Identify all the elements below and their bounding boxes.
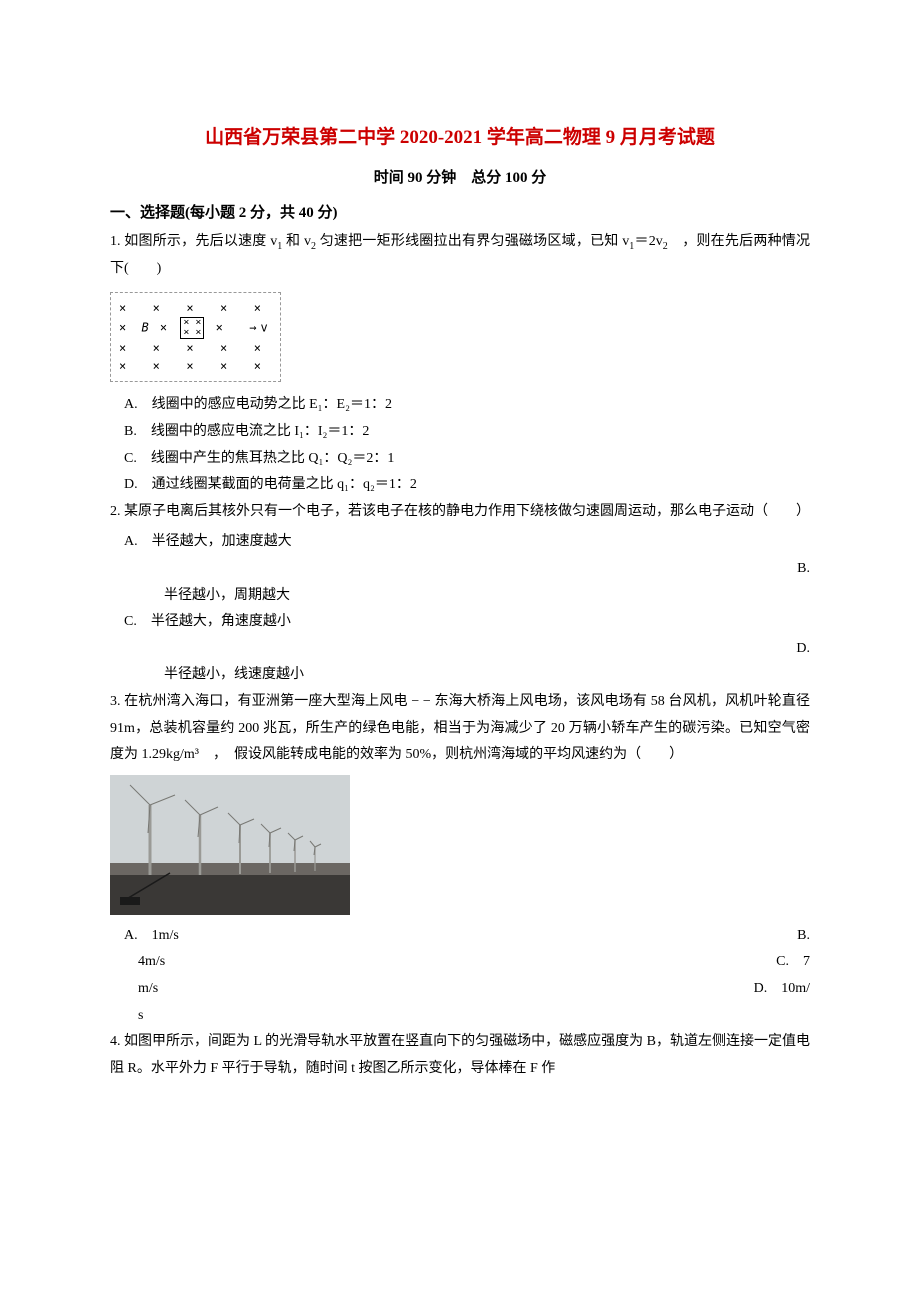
- q3-options: A. 1m/s B. 4m/s C. 7 m/s D. 10m/ s: [124, 923, 810, 1029]
- exam-page: 山西省万荣县第二中学 2020-2021 学年高二物理 9 月月考试题 时间 9…: [0, 0, 920, 1146]
- doc-title: 山西省万荣县第二中学 2020-2021 学年高二物理 9 月月考试题: [110, 120, 810, 156]
- q2-option-c: C. 半径越大，角速度越小: [124, 609, 810, 636]
- q3-option-b-left: 4m/s: [138, 949, 165, 976]
- q1-option-c: C. 线圈中产生的焦耳热之比 Q₁：Q₂＝2：1: [124, 446, 810, 473]
- question-1: 1. 如图所示，先后以速度 v1 和 v2 匀速把一矩形线圈拉出有界匀强磁场区域…: [110, 229, 810, 282]
- q3-option-d-left: s: [138, 1003, 810, 1030]
- q2-options: A. 半径越大，加速度越大 B. 半径越小，周期越大 C. 半径越大，角速度越小…: [124, 529, 810, 689]
- q1-option-a: A. 线圈中的感应电动势之比 E₁：E₂＝1：2: [124, 392, 810, 419]
- question-3: 3. 在杭州湾入海口，有亚洲第一座大型海上风电 − − 东海大桥海上风电场，该风…: [110, 689, 810, 769]
- doc-subtitle: 时间 90 分钟 总分 100 分: [110, 164, 810, 193]
- figure-3-wind-turbines: [110, 775, 350, 915]
- q2-option-b-text: 半径越小，周期越大: [164, 583, 810, 610]
- q3-option-b-right: C. 7: [776, 949, 810, 976]
- q3-option-c-left: m/s: [138, 976, 158, 1003]
- q1-option-b: B. 线圈中的感应电流之比 I₁：I₂＝1：2: [124, 419, 810, 446]
- q3-option-a-left: A. 1m/s: [124, 923, 179, 950]
- q3-option-c-right: D. 10m/: [754, 976, 810, 1003]
- q2-option-d-label: D.: [796, 636, 810, 663]
- q2-option-a: A. 半径越大，加速度越大: [124, 529, 810, 556]
- question-2: 2. 某原子电离后其核外只有一个电子，若该电子在核的静电力作用下绕核做匀速圆周运…: [110, 499, 810, 526]
- q1-option-d: D. 通过线圈某截面的电荷量之比 q₁：q₂＝1：2: [124, 472, 810, 499]
- q1-stem-part-c: 匀速把一矩形线圈拉出有界匀强磁场区域，已知 v: [316, 234, 629, 249]
- q1-options: A. 线圈中的感应电动势之比 E₁：E₂＝1：2 B. 线圈中的感应电流之比 I…: [124, 392, 810, 498]
- figure-1-B-label: B: [141, 321, 148, 335]
- q2-option-d-text: 半径越小，线速度越小: [164, 662, 810, 689]
- section-1-heading: 一、选择题(每小题 2 分，共 40 分): [110, 199, 810, 228]
- q3-option-a-right: B.: [797, 923, 810, 950]
- doc-title-text: 山西省万荣县第二中学 2020-2021 学年高二物理 9 月月考试题: [205, 127, 715, 148]
- q1-stem-part-a: 1. 如图所示，先后以速度 v: [110, 234, 277, 249]
- q2-option-b-label: B.: [797, 556, 810, 583]
- question-4: 4. 如图甲所示，间距为 L 的光滑导轨水平放置在竖直向下的匀强磁场中，磁感应强…: [110, 1029, 810, 1082]
- q1-stem-part-d: ＝2v: [634, 234, 662, 249]
- q1-stem-part-b: 和 v: [282, 234, 311, 249]
- figure-1-magnetic-field: × × × × × × B × × ×× × × →v × × × × × × …: [110, 292, 281, 382]
